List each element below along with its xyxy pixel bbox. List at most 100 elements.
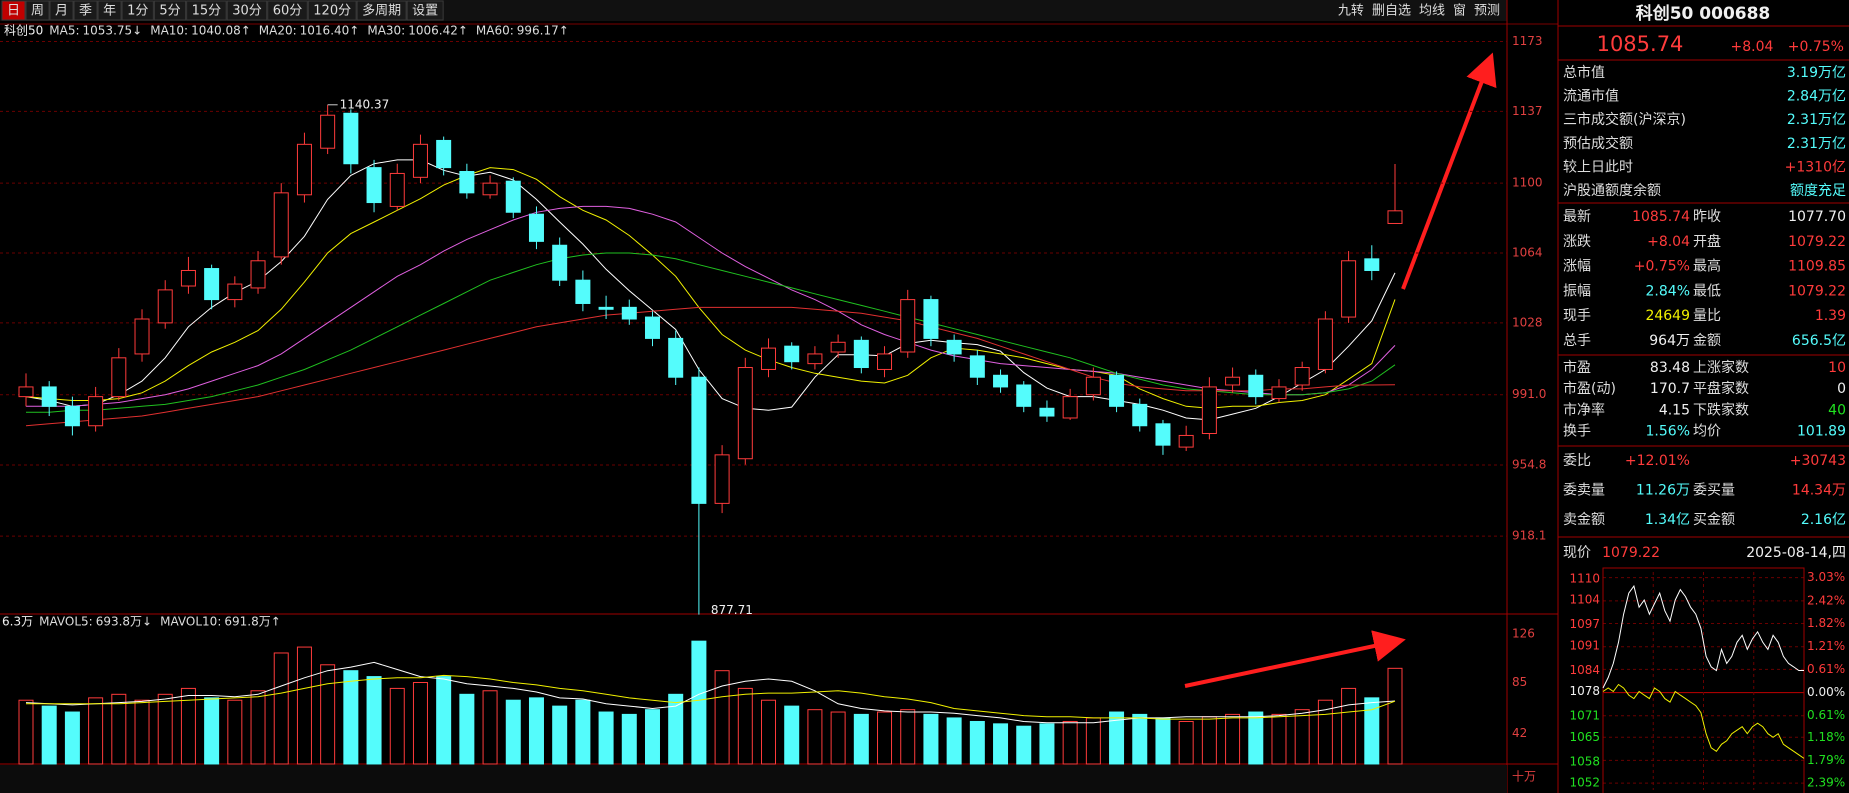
field-value: +1310亿 [1785,159,1846,175]
y2-tick-label: 0.61% [1807,662,1845,676]
low-annotation: 877.71 [711,603,753,617]
legend-value: 1016.40↑ [300,24,360,38]
candle-body [343,112,359,165]
candle-body [946,339,962,355]
candle-body [1155,423,1171,446]
tab-bg [25,0,50,21]
field-value: 2.31万亿 [1787,112,1846,128]
field-label: 涨跌 [1563,234,1591,250]
ma-line [25,167,1396,409]
field-label: 市盈 [1563,359,1591,376]
period-tab[interactable]: 周 [31,4,44,19]
y-tick-label: 1028 [1512,315,1543,329]
period-tab[interactable]: 1分 [127,4,148,19]
field-label: 振幅 [1563,283,1591,299]
period-tab[interactable]: 120分 [313,4,351,19]
tool-button[interactable]: 预测 [1474,4,1500,19]
y-tick-label: 918.1 [1512,529,1546,543]
field-label: 沪股通额度余额 [1563,182,1661,199]
volume-bar [41,705,57,765]
field-label: 最新 [1563,209,1591,225]
candle-body [853,339,869,369]
field-value: 964万 [1649,333,1690,349]
candle-body [482,182,498,196]
tool-button[interactable]: 九转 [1338,4,1364,19]
volume-bar [64,711,80,765]
y2-tick-label: 0.61% [1807,708,1845,722]
period-tab[interactable]: 年 [103,4,116,19]
candle-body [830,341,846,353]
candle-body [877,353,893,370]
period-tab[interactable]: 60分 [273,4,303,19]
field-label: 换手 [1563,423,1591,440]
candle-body [1271,386,1287,400]
period-tab[interactable]: 多周期 [362,3,401,19]
candle-body [621,306,637,320]
volume-bar [737,687,753,765]
volume-bar [1341,687,1357,765]
field-label: 涨幅 [1563,259,1591,275]
volume-bar [88,697,104,765]
volume-bar [1201,716,1217,765]
chart-title: 6.3万 [2,615,33,629]
y-tick-label: 954.8 [1512,457,1546,471]
tab-bg [186,0,227,21]
tab-bg [267,0,308,21]
field-label: 量比 [1693,308,1721,324]
candle-body [993,374,1009,388]
volume-bar [111,693,127,765]
tool-button[interactable]: 窗 [1453,3,1466,19]
candle-body [1109,374,1125,407]
volume-bar [296,646,312,765]
candle-body [1085,376,1101,396]
volume-bar [877,711,893,765]
candle-body [737,367,753,460]
period-tab[interactable]: 日 [7,4,20,19]
field-label: 金额 [1693,333,1721,349]
tab-bg [49,0,74,21]
candle-body [644,316,660,339]
field-label: 委买量 [1693,483,1735,499]
volume-bar [389,687,405,765]
volume-bar [1271,713,1287,765]
field-value: 1077.70 [1788,209,1846,225]
annotation-arrow [1401,52,1497,290]
period-tab[interactable]: 月 [55,4,68,19]
y-tick-label: 126 [1512,627,1535,641]
field-value: 3.19万亿 [1787,65,1846,81]
field-value: 1109.85 [1788,259,1846,275]
volume-bar [830,711,846,765]
field-value: 2.84万亿 [1787,89,1846,105]
field-value: 40 [1828,402,1846,418]
field-label: 开盘 [1693,233,1721,250]
period-tab[interactable]: 设置 [412,4,438,19]
y-tick-label: 1137 [1512,104,1543,118]
minute-label: 现价 [1563,545,1591,561]
candle-body [18,386,34,398]
field-value: 额度充足 [1790,183,1846,199]
period-tab[interactable]: 季 [79,4,92,19]
candle-body [761,347,777,370]
tool-button[interactable]: 均线 [1419,4,1445,19]
candle-body [691,376,707,504]
candle-body [389,172,405,207]
volume-bar [1387,667,1403,765]
period-tab[interactable]: 15分 [192,4,222,19]
y2-tick-label: 0.00% [1807,685,1845,699]
volume-bar [923,713,939,765]
volume-bar [900,709,916,765]
volume-bar [343,670,359,765]
period-tab[interactable]: 5分 [159,4,180,19]
candle-body [714,454,730,504]
volume-bar [412,682,428,765]
legend-name: MA30: [367,24,405,38]
y-tick-label: 1104 [1569,593,1600,607]
candle-body [1178,434,1194,448]
price-change: +8.04 [1731,39,1774,55]
candle-body [412,143,428,178]
period-tab[interactable]: 30分 [232,4,262,19]
tool-button[interactable]: 删自选 [1372,4,1411,19]
volume-bar [1085,717,1101,765]
y-tick-label: 1173 [1512,34,1543,48]
tab-bg [226,0,268,21]
